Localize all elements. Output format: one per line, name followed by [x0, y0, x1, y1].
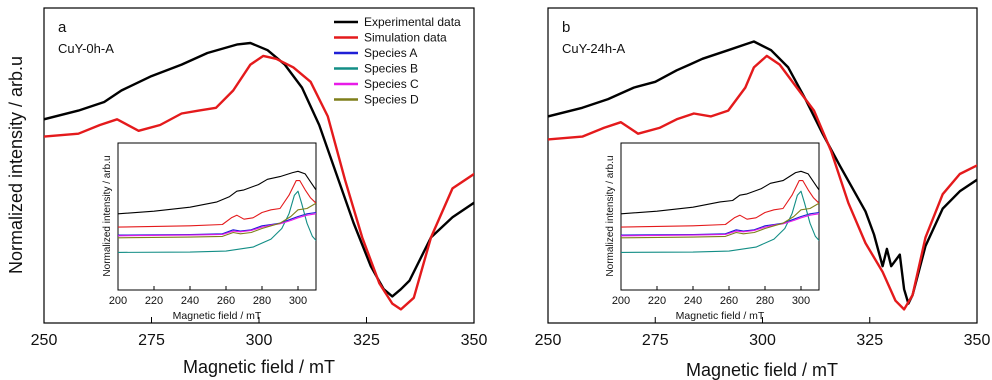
panel-a-letter: a: [58, 19, 67, 36]
inset-a-series-species-b: [118, 190, 316, 253]
panel-b-letter: b: [562, 19, 570, 36]
panel-b-x-axis-label: Magnetic field / mT: [686, 360, 838, 380]
inset-b-x-axis-label: Magnetic field / mT: [676, 310, 765, 322]
panel-b-x-tick-label: 350: [964, 332, 991, 349]
panel-a-x-tick-label: 325: [353, 332, 380, 349]
legend-label-species-d: Species D: [364, 93, 419, 107]
panel-a-series-simulation-data: [44, 54, 474, 311]
legend-label-species-b: Species B: [364, 62, 418, 76]
inset-a-series-species-a: [118, 211, 316, 236]
inset-b-series-experimental-data: [621, 170, 819, 215]
inset-b-series-simulation-data: [621, 180, 819, 228]
panel-b-x-tick-label: 275: [642, 332, 669, 349]
panel-a-sample-label: CuY-0h-A: [58, 41, 114, 56]
legend-label-simulation-data: Simulation data: [364, 31, 447, 45]
legend-label-species-c: Species C: [364, 77, 419, 91]
inset-a-series-experimental-data: [118, 170, 316, 215]
panel-b-x-tick-label: 300: [749, 332, 776, 349]
panel-b-curves: [548, 40, 977, 311]
inset-a-frame: [117, 142, 317, 291]
inset-a-curves: [118, 170, 316, 253]
inset-a-x-tick-label: 220: [145, 295, 163, 307]
inset-b-y-axis-label: Normalized intensity / arb.u: [605, 155, 616, 276]
inset-a-series-species-d: [118, 202, 316, 239]
panel-a-x-ticks: 250 275 300 325 350: [31, 317, 488, 349]
inset-a-series-simulation-data: [118, 180, 316, 228]
panel-b-x-tick-label: 250: [535, 332, 562, 349]
inset-b-x-tick-label: 220: [648, 295, 666, 307]
legend-label-experimental-data: Experimental data: [364, 15, 461, 29]
panel-b-x-tick-label: 325: [856, 332, 883, 349]
panel-a-y-axis-label: Normalized intensity / arb.u: [6, 56, 26, 274]
inset-a-y-axis-label: Normalized intensity / arb.u: [102, 155, 113, 276]
panel-b-sample-label: CuY-24h-A: [562, 41, 625, 56]
inset-b-x-tick-label: 240: [684, 295, 702, 307]
panel-a-x-tick-label: 350: [461, 332, 488, 349]
legend-label-species-a: Species A: [364, 46, 417, 60]
inset-b-frame: [620, 142, 820, 291]
inset-a-x-tick-label: 300: [289, 295, 307, 307]
panel-a-x-axis-label: Magnetic field / mT: [183, 357, 335, 377]
panel-a-series-experimental-data: [44, 41, 474, 298]
panel-b-x-ticks: 250 275 300 325 350: [535, 317, 991, 349]
inset-a-x-tick-label: 280: [253, 295, 271, 307]
inset-b-x-ticks: 200 220 240 260 280 300: [612, 286, 810, 307]
inset-a-x-axis-label: Magnetic field / mT: [173, 310, 262, 322]
inset-a-x-ticks: 200 220 240 260 280 300: [109, 286, 307, 307]
inset-a-x-tick-label: 260: [217, 295, 235, 307]
inset-b-series-species-d: [621, 202, 819, 239]
panel-a-curves: [44, 41, 474, 311]
panel-a-x-tick-label: 275: [138, 332, 165, 349]
inset-b-x-tick-label: 280: [756, 295, 774, 307]
inset-b-series-species-c: [621, 213, 819, 237]
inset-b-x-tick-label: 200: [612, 295, 630, 307]
inset-b-series-species-b: [621, 190, 819, 253]
inset-b-x-tick-label: 260: [720, 295, 738, 307]
inset-b-curves: [621, 170, 819, 253]
panel-a-x-tick-label: 300: [246, 332, 273, 349]
panel-a-x-tick-label: 250: [31, 332, 58, 349]
inset-a-x-tick-label: 200: [109, 295, 127, 307]
inset-a-series-species-c: [118, 213, 316, 237]
panel-b-series-simulation-data: [548, 54, 977, 311]
inset-b-x-tick-label: 300: [792, 295, 810, 307]
inset-a-x-tick-label: 240: [181, 295, 199, 307]
inset-b-series-species-a: [621, 211, 819, 236]
